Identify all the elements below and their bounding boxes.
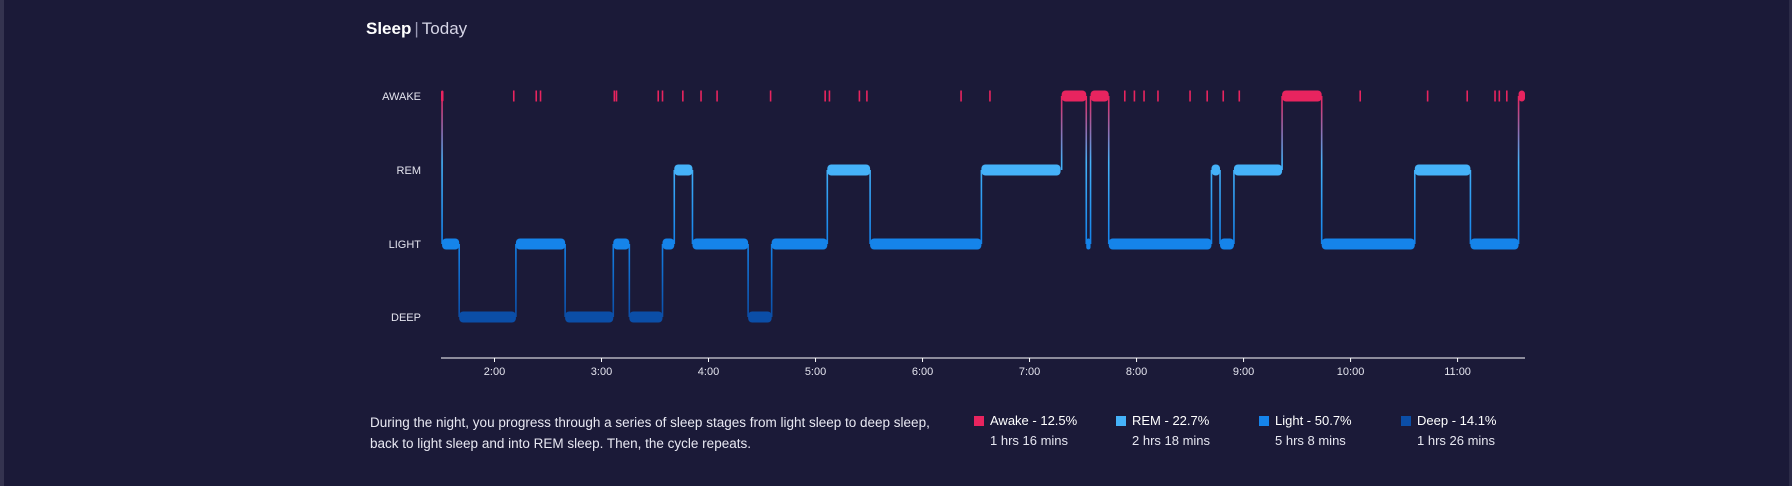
x-tick-label: 5:00 <box>805 366 826 378</box>
awake-blip <box>700 90 702 102</box>
awake-blip <box>682 90 684 102</box>
legend-label-deep: Deep - 14.1% <box>1417 413 1497 428</box>
sleep-stage-chart: AWAKE REM LIGHT DEEP 2:00 3:00 4:00 5:00 6:00 7:0… <box>382 90 1525 378</box>
awake-blip <box>1189 90 1191 102</box>
segment-rem <box>1233 164 1283 176</box>
awake-blip <box>960 90 962 102</box>
segment-awake <box>1090 90 1109 102</box>
segment-rem <box>1211 164 1221 176</box>
x-tick-label: 9:00 <box>1233 366 1254 378</box>
legend-duration-light: 5 hrs 8 mins <box>1275 433 1346 448</box>
sleep-description: During the night, you progress through a… <box>370 415 930 451</box>
stage-label-rem: REM <box>397 165 421 177</box>
legend-duration-awake: 1 hrs 16 mins <box>990 433 1069 448</box>
segment-light <box>1321 238 1415 250</box>
legend-item-rem: REM - 22.7% 2 hrs 18 mins <box>1116 413 1210 448</box>
segment-awake <box>1282 90 1322 102</box>
x-tick-label: 11:00 <box>1444 366 1471 378</box>
awake-blip <box>535 90 538 102</box>
awake-blip <box>1143 90 1145 102</box>
awake-blip <box>1222 90 1225 102</box>
x-tick-label: 2:00 <box>484 366 505 378</box>
legend-swatch-deep <box>1401 416 1411 426</box>
period-label[interactable]: Today <box>421 19 468 38</box>
x-tick-label: 8:00 <box>1126 366 1147 378</box>
legend-item-deep: Deep - 14.1% 1 hrs 26 mins <box>1401 413 1497 448</box>
awake-blip <box>1506 90 1508 102</box>
awake-blip <box>1494 90 1496 102</box>
x-tick-label: 7:00 <box>1019 366 1040 378</box>
awake-blip <box>661 90 664 102</box>
legend-item-awake: Awake - 12.5% 1 hrs 16 mins <box>974 413 1078 448</box>
window-right-edge <box>1789 0 1792 486</box>
segment-rem <box>981 164 1061 176</box>
legend-swatch-awake <box>974 416 984 426</box>
awake-blip <box>716 90 718 102</box>
awake-blip <box>1498 90 1501 102</box>
segment-light <box>442 238 460 250</box>
segment-light <box>613 238 630 250</box>
segment-deep <box>565 311 614 323</box>
segment-light <box>662 238 675 250</box>
awake-blip <box>828 90 831 102</box>
awake-blip <box>1238 90 1241 102</box>
legend-swatch-rem <box>1116 416 1126 426</box>
stage-label-light: LIGHT <box>389 239 422 251</box>
awake-blip <box>858 90 861 102</box>
segment-light <box>1470 238 1519 250</box>
awake-blip <box>1157 90 1159 102</box>
segment-rem <box>1414 164 1471 176</box>
x-tick-label: 6:00 <box>912 366 933 378</box>
title-separator: | <box>414 19 419 38</box>
segment-deep <box>459 311 516 323</box>
stage-label-awake: AWAKE <box>382 91 421 103</box>
segment-light <box>515 238 566 250</box>
x-tick-label: 4:00 <box>698 366 719 378</box>
chart-title: Sleep <box>366 19 412 38</box>
segment-light <box>692 238 749 250</box>
segment-deep <box>629 311 663 323</box>
awake-blip <box>512 90 515 102</box>
segment-awake <box>1061 90 1087 102</box>
awake-blip <box>1426 90 1429 102</box>
legend-label-light: Light - 50.7% <box>1275 413 1352 428</box>
segment-deep <box>748 311 772 323</box>
awake-blip <box>657 90 660 102</box>
awake-blip <box>1206 90 1208 102</box>
segment-light <box>1108 238 1212 250</box>
segment-awake <box>1518 90 1525 102</box>
legend-label-awake: Awake - 12.5% <box>990 413 1078 428</box>
awake-blip <box>1123 90 1126 102</box>
segment-awake <box>441 90 444 102</box>
page-title: Sleep | Today <box>366 19 467 39</box>
awake-blip <box>615 90 618 102</box>
legend-duration-deep: 1 hrs 26 mins <box>1417 433 1496 448</box>
awake-blip <box>866 90 868 102</box>
segment-light <box>870 238 982 250</box>
legend-label-rem: REM - 22.7% <box>1132 413 1210 428</box>
x-tick-label: 10:00 <box>1337 366 1365 378</box>
awake-blip <box>1133 90 1136 102</box>
awake-blip <box>1359 90 1362 102</box>
segment-light <box>1086 238 1091 250</box>
awake-blip <box>613 90 616 102</box>
legend-item-light: Light - 50.7% 5 hrs 8 mins <box>1259 413 1352 448</box>
legend-swatch-light <box>1259 416 1269 426</box>
stage-label-deep: DEEP <box>391 312 421 324</box>
awake-blip <box>539 90 542 102</box>
segment-light <box>771 238 828 250</box>
awake-blip <box>1466 90 1469 102</box>
awake-blip <box>989 90 991 102</box>
legend-duration-rem: 2 hrs 18 mins <box>1132 433 1211 448</box>
awake-blip <box>824 90 826 102</box>
window-left-edge <box>0 0 4 486</box>
x-tick-label: 3:00 <box>591 366 612 378</box>
segment-rem <box>674 164 693 176</box>
segment-rem <box>827 164 871 176</box>
segment-light <box>1220 238 1234 250</box>
awake-blip <box>769 90 772 102</box>
